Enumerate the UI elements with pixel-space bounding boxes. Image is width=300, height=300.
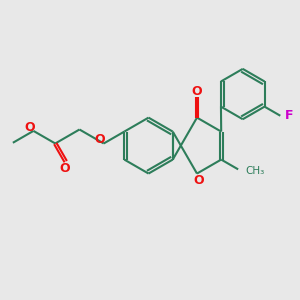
Text: CH₃: CH₃: [245, 166, 265, 176]
Text: O: O: [193, 173, 204, 187]
Text: O: O: [59, 162, 70, 175]
Text: O: O: [192, 85, 202, 98]
Text: F: F: [285, 109, 293, 122]
Text: O: O: [25, 121, 35, 134]
Text: O: O: [95, 134, 106, 146]
